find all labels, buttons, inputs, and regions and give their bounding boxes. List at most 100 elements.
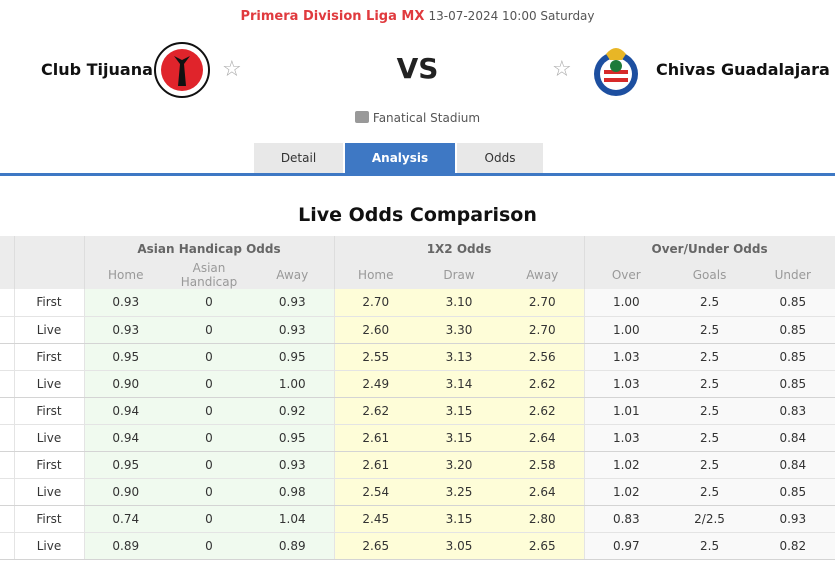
ou-odds-cell: 2.5 [668,451,752,479]
tab-analysis[interactable]: Analysis [345,143,455,174]
tab-underline [0,173,835,176]
column-header: Over [584,261,669,289]
ou-odds-cell: 1.03 [584,343,669,371]
ou-odds-cell: 1.02 [584,478,669,506]
1x2-odds-cell: 2.65 [334,532,418,560]
column-header: Goals [668,261,752,289]
1x2-odds-cell: 2.61 [334,451,418,479]
table-row: Live 0.89 0 0.89 2.65 3.05 2.65 0.97 2.5 0.82 [0,532,835,560]
away-team-name[interactable]: Chivas Guadalajara [656,60,830,79]
ou-odds-cell: 1.03 [584,424,669,452]
1x2-odds-cell: 2.64 [501,424,585,452]
favorite-home-star-icon[interactable]: ☆ [222,57,242,82]
ah-odds-cell: 0 [167,370,251,398]
ou-odds-cell: 2.5 [668,397,752,425]
ah-odds-cell: 0.94 [84,424,167,452]
ah-odds-cell: 0 [167,316,251,344]
home-team-name[interactable]: Club Tijuana [41,60,153,79]
bookmaker-cell [0,478,15,506]
1x2-odds-cell: 3.15 [417,424,502,452]
odds-type-label: First [14,343,85,371]
1x2-odds-cell: 2.62 [334,397,418,425]
ah-odds-cell: 0 [167,343,251,371]
1x2-odds-cell: 2.65 [501,532,585,560]
favorite-away-star-icon[interactable]: ☆ [552,57,572,82]
ou-odds-cell: 1.00 [584,316,669,344]
ah-odds-cell: 0.98 [251,478,335,506]
table-row: First 0.95 0 0.93 2.61 3.20 2.58 1.02 2.5 0.84 [0,451,835,479]
group-header-ou: Over/Under Odds [584,236,835,261]
1x2-odds-cell: 2.55 [334,343,418,371]
bookmaker-cell [0,289,15,317]
match-header: Primera Division Liga MX 13-07-2024 10:0… [0,9,835,24]
table-row: First 0.74 0 1.04 2.45 3.15 2.80 0.83 2/2.5 0.93 [0,505,835,533]
bookmaker-cell [0,370,15,398]
1x2-odds-cell: 3.14 [417,370,502,398]
bookmaker-cell [0,532,15,560]
bookmaker-cell [0,505,15,533]
ah-odds-cell: 0.93 [251,289,335,317]
away-team-logo [594,48,638,96]
1x2-odds-cell: 2.70 [501,316,585,344]
section-title: Live Odds Comparison [298,204,537,226]
vs-label: VS [396,52,439,85]
1x2-odds-cell: 2.70 [334,289,418,317]
tab-detail[interactable]: Detail [254,143,343,174]
1x2-odds-cell: 3.10 [417,289,502,317]
ou-odds-cell: 0.85 [751,343,835,371]
1x2-odds-cell: 3.20 [417,451,502,479]
table-row: First 0.93 0 0.93 2.70 3.10 2.70 1.00 2.5 0.85 [0,289,835,317]
ou-odds-cell: 1.00 [584,289,669,317]
odds-type-label: Live [14,316,85,344]
tab-odds[interactable]: Odds [457,143,543,174]
league-link[interactable]: Primera Division Liga MX [240,9,425,24]
ah-odds-cell: 1.04 [251,505,335,533]
ou-odds-cell: 0.85 [751,478,835,506]
odds-type-label: Live [14,424,85,452]
ah-odds-cell: 0 [167,451,251,479]
1x2-odds-cell: 2.80 [501,505,585,533]
odds-type-label: Live [14,532,85,560]
ah-odds-cell: 0.94 [84,397,167,425]
ou-odds-cell: 2.5 [668,343,752,371]
ou-odds-cell: 0.97 [584,532,669,560]
ou-odds-cell: 0.84 [751,424,835,452]
ah-odds-cell: 0.90 [84,370,167,398]
ah-odds-cell: 0.95 [84,343,167,371]
ah-odds-cell: 0 [167,532,251,560]
column-header: Home [334,261,418,289]
ou-odds-cell: 0.84 [751,451,835,479]
ah-odds-cell: 0 [167,397,251,425]
table-row: Live 0.90 0 0.98 2.54 3.25 2.64 1.02 2.5 0.85 [0,478,835,506]
bookmaker-cell [0,397,15,425]
1x2-odds-cell: 3.25 [417,478,502,506]
ou-odds-cell: 0.83 [584,505,669,533]
table-row: Live 0.90 0 1.00 2.49 3.14 2.62 1.03 2.5 0.85 [0,370,835,398]
odds-type-label: First [14,451,85,479]
1x2-odds-cell: 2.62 [501,397,585,425]
group-header-ah: Asian Handicap Odds [84,236,335,261]
1x2-odds-cell: 2.45 [334,505,418,533]
ah-odds-cell: 0.93 [251,451,335,479]
stadium-icon [354,111,369,123]
column-header: Home [84,261,167,289]
ou-odds-cell: 0.93 [751,505,835,533]
ou-odds-cell: 2.5 [668,478,752,506]
ah-odds-cell: 0.95 [251,343,335,371]
table-row: First 0.94 0 0.92 2.62 3.15 2.62 1.01 2.5 0.83 [0,397,835,425]
1x2-odds-cell: 3.05 [417,532,502,560]
ah-odds-cell: 0 [167,505,251,533]
1x2-odds-cell: 2.60 [334,316,418,344]
ou-odds-cell: 2/2.5 [668,505,752,533]
stadium-info: Fanatical Stadium [0,111,835,125]
ah-odds-cell: 0 [167,478,251,506]
ah-odds-cell: 0.90 [84,478,167,506]
1x2-odds-cell: 2.54 [334,478,418,506]
column-header: Away [501,261,585,289]
ou-odds-cell: 2.5 [668,424,752,452]
1x2-odds-cell: 3.13 [417,343,502,371]
bookmaker-cell [0,451,15,479]
ah-odds-cell: 0 [167,289,251,317]
odds-type-label: Live [14,370,85,398]
1x2-odds-cell: 2.49 [334,370,418,398]
